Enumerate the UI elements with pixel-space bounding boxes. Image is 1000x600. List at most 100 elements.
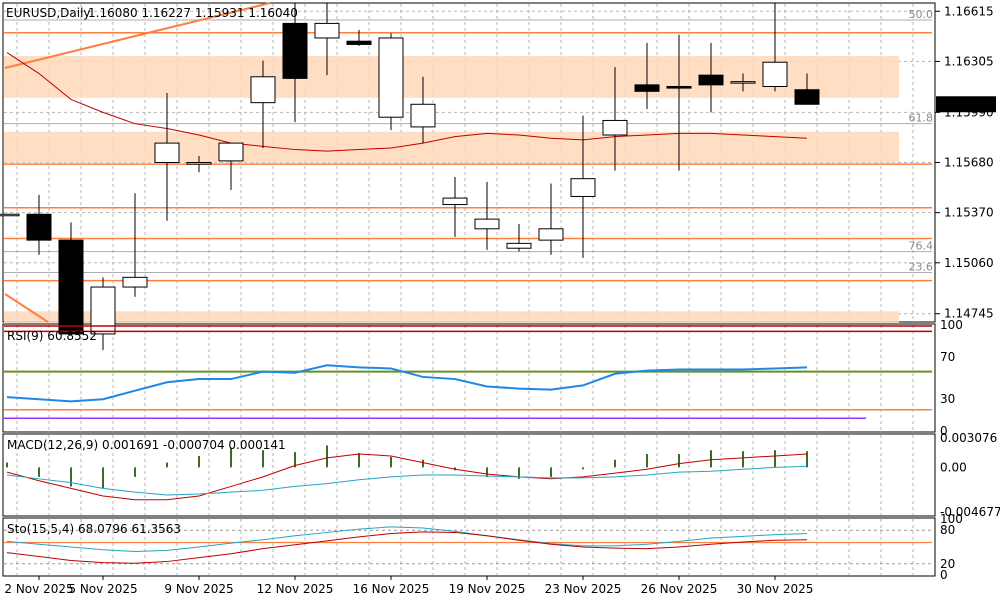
bullish-candle-body <box>186 162 212 165</box>
supply-demand-zone[interactable] <box>4 311 899 323</box>
macd-main-line <box>6 465 808 496</box>
candle[interactable] <box>506 223 532 252</box>
bearish-candle-body <box>26 213 52 241</box>
candle[interactable] <box>474 181 500 250</box>
rsi-pane-frame <box>2 323 936 433</box>
macd-pane-frame <box>2 433 936 517</box>
candle[interactable] <box>250 60 276 148</box>
ohlc-readout: 1.16080 1.16227 1.15931 1.16040 <box>88 6 298 20</box>
fibonacci-levels: 50.0 61.8 76.4 23.6 <box>4 8 933 273</box>
price-tick-label: 1.15060 <box>944 256 994 270</box>
bearish-candle-body <box>58 239 84 335</box>
rsi-tick-label: 30 <box>940 392 955 406</box>
candle[interactable] <box>410 76 436 144</box>
time-tick-label: 5 Nov 2025 <box>68 582 137 596</box>
bullish-candle-body <box>602 119 628 136</box>
bullish-candle-body <box>154 142 180 164</box>
trend-lines <box>4 2 271 323</box>
time-tick-label: 19 Nov 2025 <box>449 582 526 596</box>
bullish-candle-body <box>762 61 788 87</box>
stochastic-tick-label: 80 <box>940 523 955 537</box>
candle[interactable] <box>154 92 180 221</box>
fibo-level-label: 50.0 <box>909 8 934 21</box>
time-tick-label: 9 Nov 2025 <box>164 582 233 596</box>
stochastic-d-line <box>6 531 808 564</box>
time-tick-label: 30 Nov 2025 <box>737 582 814 596</box>
bearish-candle-body <box>794 89 820 105</box>
bullish-candle-body <box>410 103 436 128</box>
symbol-label: EURUSD,Daily <box>6 6 91 20</box>
time-tick-label: 26 Nov 2025 <box>641 582 718 596</box>
bullish-candle-body <box>730 81 756 84</box>
current-price-value: 1.16040 <box>940 97 990 111</box>
rsi-line <box>6 364 808 403</box>
candle[interactable] <box>58 222 84 335</box>
bullish-candle-body <box>378 37 404 118</box>
bullish-candle-body <box>538 228 564 241</box>
macd-signal-line <box>6 453 808 501</box>
candle[interactable] <box>0 213 20 217</box>
price-levels <box>4 32 932 282</box>
bullish-candle-body <box>0 213 20 217</box>
bearish-candle-body <box>282 22 308 79</box>
macd-tick-label: -0.004677 <box>940 505 1000 519</box>
bullish-candle-body <box>90 286 116 335</box>
current-price-tag <box>936 96 996 113</box>
macd-tick-label: 0.00 <box>940 460 967 474</box>
bearish-candle-body <box>346 40 372 45</box>
candle[interactable] <box>282 2 308 123</box>
bullish-candle-body <box>314 22 340 39</box>
time-tick-label: 23 Nov 2025 <box>545 582 622 596</box>
stochastic-tick-label: 0 <box>940 568 948 582</box>
candle[interactable] <box>314 2 340 76</box>
candle[interactable] <box>122 193 148 297</box>
candle[interactable] <box>634 42 660 110</box>
candle[interactable] <box>186 156 212 173</box>
stochastic-tick-label: 100 <box>940 512 963 526</box>
candle[interactable] <box>218 142 244 190</box>
candle[interactable] <box>730 73 756 92</box>
upper-trend-line[interactable] <box>4 2 271 69</box>
rsi-tick-label: 100 <box>940 318 963 332</box>
candle[interactable] <box>346 29 372 47</box>
bullish-candle-body <box>218 142 244 162</box>
stochastic-tick-label: 20 <box>940 557 955 571</box>
candle[interactable] <box>794 73 820 105</box>
bullish-candle-body <box>122 276 148 288</box>
candle[interactable] <box>442 177 468 237</box>
time-tick-label: 12 Nov 2025 <box>257 582 334 596</box>
macd-indicator: 0.003076 0.00 -0.004677 <box>6 431 1000 519</box>
price-zones <box>4 55 899 323</box>
price-tick-label: 1.14745 <box>944 307 994 321</box>
supply-demand-zone[interactable] <box>4 55 899 98</box>
candle[interactable] <box>570 115 596 258</box>
fibo-level-label: 61.8 <box>909 112 934 125</box>
bullish-candle-body <box>474 218 500 230</box>
candle[interactable] <box>666 34 692 171</box>
bearish-candle-body <box>666 85 692 89</box>
candle[interactable] <box>602 67 628 171</box>
rsi-tick-label: 0 <box>940 424 948 438</box>
candle[interactable] <box>378 33 404 131</box>
time-tick-label: 2 Nov 2025 <box>4 582 73 596</box>
candle[interactable] <box>26 194 52 255</box>
rsi-tick-label: 70 <box>940 350 955 364</box>
bullish-candle-body <box>506 242 532 249</box>
stochastic-pane-frame <box>2 517 936 577</box>
bullish-candle-body <box>442 197 468 206</box>
candle[interactable] <box>538 183 564 255</box>
fibo-level-label: 23.6 <box>909 260 934 273</box>
candle[interactable] <box>762 2 788 92</box>
rsi-indicator: 100 70 30 0 <box>4 318 963 438</box>
bullish-candle-body <box>250 76 276 104</box>
price-axis: 1.166151.163051.159901.156801.153701.150… <box>935 4 996 321</box>
moving-average <box>6 52 808 152</box>
candle[interactable] <box>698 42 724 113</box>
lower-trend-line[interactable] <box>4 293 49 323</box>
price-tick-label: 1.16305 <box>944 54 994 68</box>
bearish-candle-body <box>634 84 660 92</box>
time-tick-label: 16 Nov 2025 <box>353 582 430 596</box>
stochastic-title: Sto(15,5,4) 68.0796 61.3563 <box>7 522 181 536</box>
